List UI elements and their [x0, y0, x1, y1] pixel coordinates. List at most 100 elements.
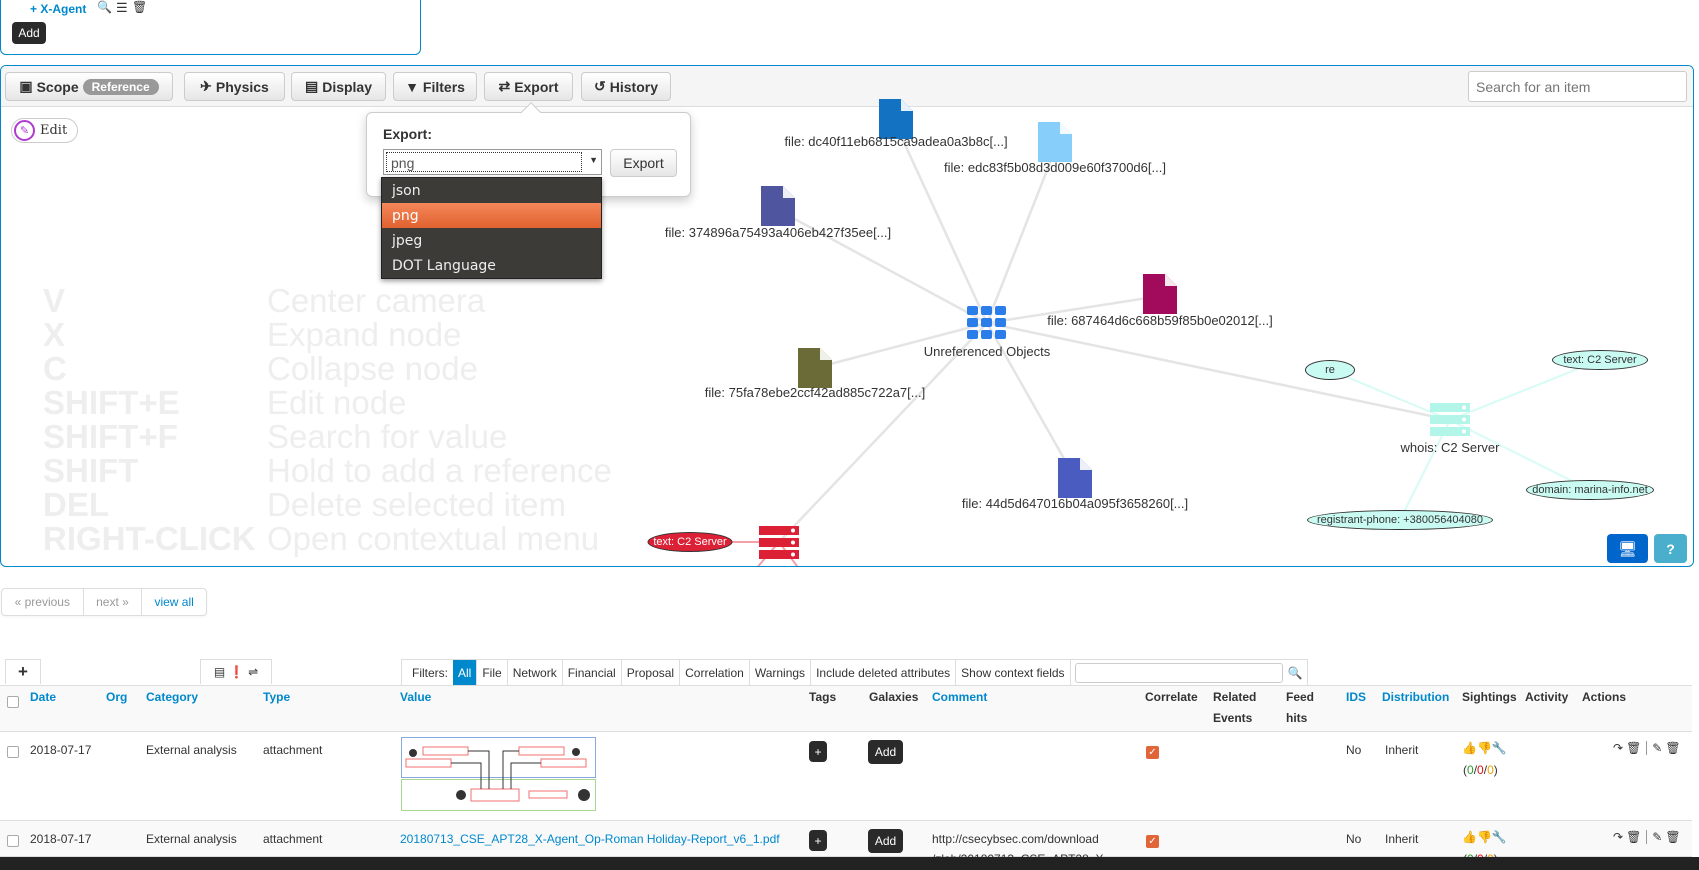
attachment-thumbnail[interactable]	[401, 737, 596, 811]
file-icon[interactable]	[1058, 458, 1092, 498]
add-galaxy-button[interactable]: Add	[868, 829, 903, 853]
mass-actions-tab: ▤ ❗ ⇌	[200, 659, 272, 684]
scope-label: Scope	[36, 78, 79, 95]
col-type[interactable]: Type	[263, 690, 291, 704]
export-option[interactable]: DOT Language	[392, 257, 496, 274]
history-button[interactable]: ↺ History	[581, 72, 671, 101]
attribute-node-re[interactable]: re	[1305, 360, 1355, 380]
trash-icon[interactable]: 🗑	[132, 0, 148, 14]
add-tag-button[interactable]: +	[809, 741, 827, 762]
trash-icon[interactable]: 🗑	[1626, 830, 1642, 844]
edit-icon[interactable]: ✎	[1652, 830, 1663, 844]
filters-label: Filters:	[412, 665, 448, 680]
thumbs-down-icon[interactable]: 👎	[1476, 830, 1492, 844]
help-button[interactable]: ?	[1654, 534, 1687, 563]
edit-button[interactable]: ✎ Edit	[11, 118, 78, 143]
shortcut-key: SHIFT+F	[43, 418, 178, 455]
col-date[interactable]: Date	[30, 690, 57, 704]
export-option[interactable]: png	[382, 203, 601, 228]
thumbs-up-icon[interactable]: 👍	[1462, 741, 1477, 755]
file-icon[interactable]	[879, 99, 913, 139]
file-icon[interactable]	[1143, 274, 1177, 314]
filter-tab[interactable]: Show context fields	[956, 660, 1071, 685]
filter-tab[interactable]: Network	[508, 660, 563, 685]
physics-button[interactable]: ✈ Physics	[184, 72, 285, 101]
display-button[interactable]: ▤ Display	[291, 72, 386, 101]
add-galaxy-button[interactable]: Add	[12, 22, 46, 44]
row-ids: No	[1346, 832, 1362, 846]
wrench-icon[interactable]: 🔧	[1491, 830, 1507, 844]
row-distribution: Inherit	[1385, 743, 1419, 757]
col-value[interactable]: Value	[400, 690, 432, 704]
list-icon[interactable]: ☰	[116, 0, 128, 15]
trash-icon[interactable]: 🗑	[1665, 741, 1681, 755]
thumbs-down-icon[interactable]: 👎	[1476, 741, 1492, 755]
col-comment[interactable]: Comment	[932, 690, 988, 704]
list-icon[interactable]: ▤	[213, 665, 226, 679]
add-attribute-tab[interactable]: +	[5, 659, 41, 684]
export-option[interactable]: json	[392, 182, 421, 199]
attribute-node-registrant-phone[interactable]: registrant-phone: +380056404080	[1307, 510, 1493, 530]
trash-icon[interactable]: 🗑	[1626, 741, 1642, 755]
scope-button[interactable]: ▣ Scope Reference	[5, 72, 173, 101]
export-format-select[interactable]: png ▼	[383, 149, 602, 175]
edit-icon[interactable]: ✎	[1652, 741, 1663, 755]
col-related-1: Related	[1213, 690, 1257, 704]
col-ids[interactable]: IDS	[1346, 690, 1367, 704]
search-icon[interactable]: 🔍	[97, 0, 112, 14]
table-header	[0, 685, 1692, 732]
row-value-link[interactable]: 20180713_CSE_APT28_X-Agent_Op-Roman Holi…	[400, 832, 780, 846]
previous-page[interactable]: « previous	[2, 589, 84, 615]
col-actions: Actions	[1582, 690, 1627, 704]
attribute-node-domain[interactable]: domain: marina-info.net	[1526, 480, 1654, 500]
row-checkbox[interactable]	[7, 835, 19, 847]
col-distribution[interactable]: Distribution	[1382, 690, 1450, 704]
export-submit-button[interactable]: Export	[610, 149, 677, 177]
file-icon[interactable]	[1038, 122, 1072, 162]
attribute-node-text-red[interactable]: text: C2 Server	[647, 532, 733, 552]
view-all[interactable]: view all	[154, 595, 194, 609]
attribute-node-text[interactable]: text: C2 Server	[1552, 350, 1648, 370]
fullscreen-button[interactable]: 🖥	[1607, 534, 1648, 563]
correlate-checkbox[interactable]: ✓	[1146, 835, 1159, 848]
server-icon-red[interactable]	[759, 526, 799, 559]
filters-button[interactable]: ▼ Filters	[393, 72, 477, 101]
edge	[985, 149, 1057, 324]
exclamation-circle-icon[interactable]: ❗	[229, 665, 245, 679]
filter-tab[interactable]: Financial	[563, 660, 622, 685]
add-tag-button[interactable]: +	[809, 830, 827, 851]
filter-tab[interactable]: Correlation	[680, 660, 750, 685]
filter-tab[interactable]: Proposal	[622, 660, 681, 685]
add-galaxy-button[interactable]: Add	[868, 740, 903, 764]
correlate-checkbox[interactable]: ✓	[1146, 746, 1159, 759]
filter-tab[interactable]: Include deleted attributes	[811, 660, 957, 685]
scope-badge: Reference	[82, 78, 159, 95]
row-checkbox[interactable]	[7, 746, 19, 758]
col-org[interactable]: Org	[106, 690, 128, 704]
search-icon[interactable]: 🔍	[1287, 665, 1303, 680]
server-icon-whois[interactable]	[1430, 403, 1470, 436]
trash-icon[interactable]: 🗑	[1665, 830, 1681, 844]
grid-icon-hub[interactable]	[967, 306, 1007, 339]
filter-tab[interactable]: File	[477, 660, 508, 685]
export-option[interactable]: jpeg	[392, 232, 423, 249]
propose-icon[interactable]: ↷	[1613, 830, 1624, 844]
monitor-icon: 🖥	[1617, 540, 1638, 558]
shortcut-desc: Open contextual menu	[267, 520, 600, 557]
thumbs-up-icon[interactable]: 👍	[1462, 830, 1477, 844]
attribute-search-input[interactable]	[1074, 662, 1283, 683]
pencil-icon: ✎	[14, 120, 35, 141]
graph-search-input[interactable]	[1468, 71, 1687, 102]
select-all-checkbox[interactable]	[7, 696, 19, 708]
filter-tab[interactable]: Warnings	[750, 660, 812, 685]
file-icon[interactable]	[798, 348, 832, 388]
wrench-icon[interactable]: 🔧	[1491, 741, 1507, 755]
file-icon[interactable]	[761, 186, 795, 226]
galaxy-link[interactable]: + X-Agent	[30, 2, 87, 16]
next-page[interactable]: next »	[84, 589, 143, 615]
filter-tab[interactable]: All	[453, 660, 478, 685]
export-button[interactable]: ⇄ Export	[484, 72, 573, 101]
col-category[interactable]: Category	[146, 690, 199, 704]
random-icon[interactable]: ⇌	[248, 665, 259, 679]
propose-icon[interactable]: ↷	[1613, 741, 1624, 755]
